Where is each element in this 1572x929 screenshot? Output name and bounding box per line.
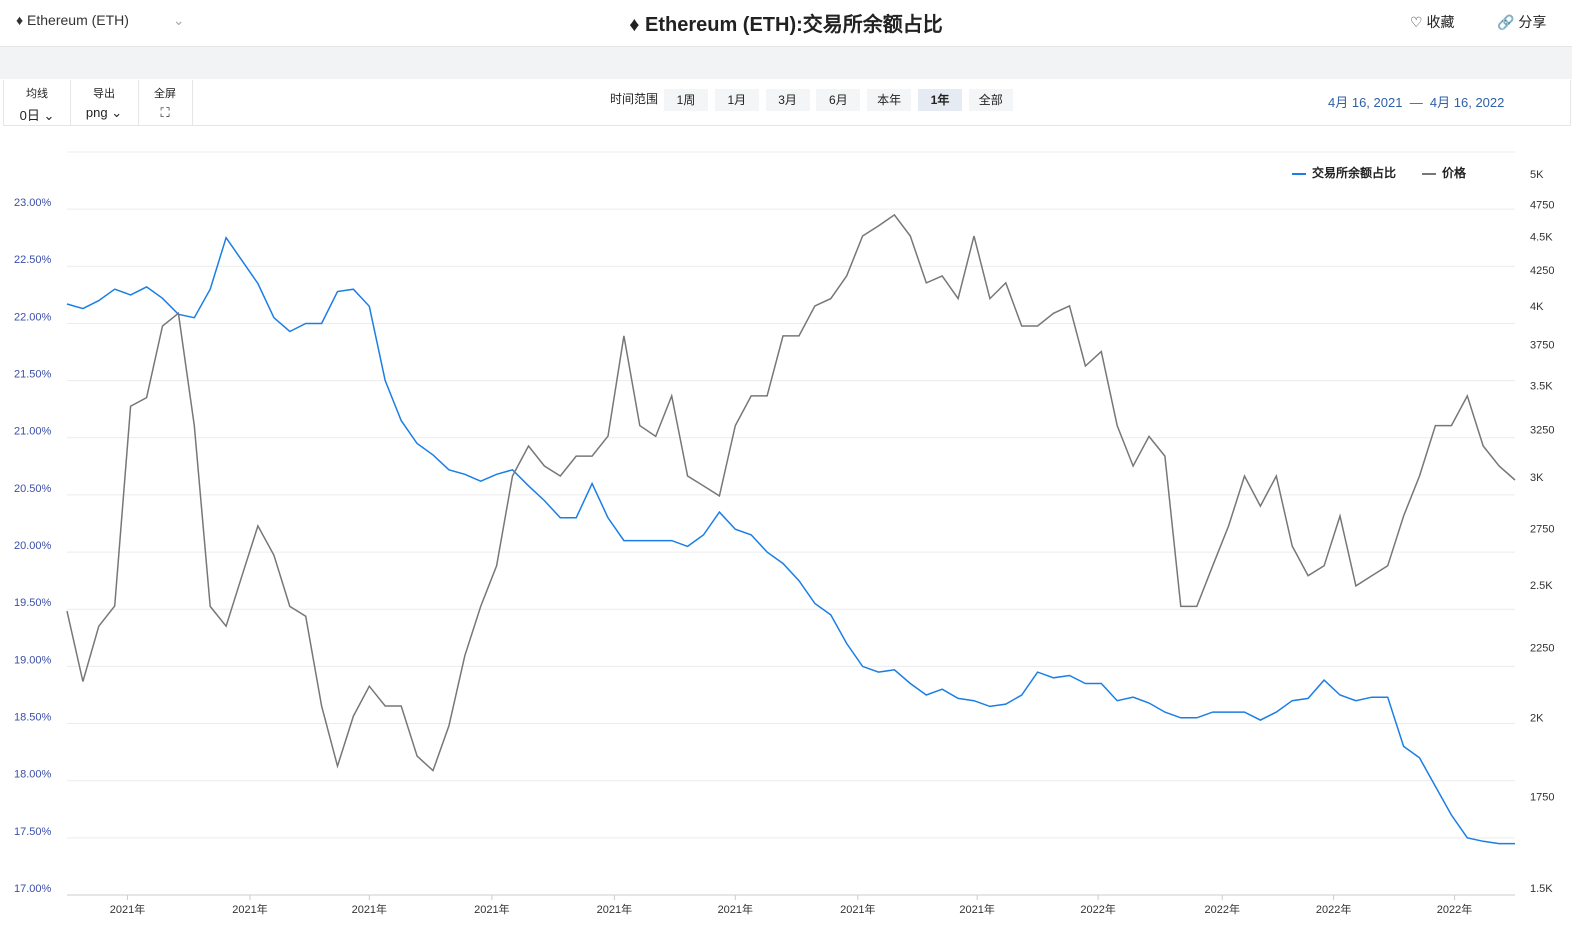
favorite-label: 收藏 <box>1426 14 1455 30</box>
y-tick-label: 19.00% <box>14 654 52 666</box>
y-tick-label: 22.50% <box>14 254 52 266</box>
series-line <box>66 213 1516 772</box>
range-button[interactable]: 1周 <box>664 89 708 111</box>
export-label: 导出 <box>93 88 115 100</box>
series-line <box>66 236 1515 845</box>
date-from: 4月 16, 2021 <box>1328 95 1403 110</box>
y2-tick-label: 3750 <box>1530 339 1554 351</box>
export-value: png <box>85 105 108 120</box>
toolbar: 均线 0日 ⌄ 导出 png ⌄ 全屏 ⛶ <box>3 80 1571 126</box>
coin-name: Ethereum (ETH) <box>27 12 129 28</box>
y-tick-label: 20.00% <box>14 540 52 552</box>
favorite-button[interactable]: ♡ 收藏 <box>1410 14 1455 30</box>
ma-value: 0日 <box>19 108 40 123</box>
y2-tick-label: 1.5K <box>1530 883 1553 895</box>
spacer <box>0 47 1572 79</box>
y-tick-label: 22.00% <box>14 311 52 323</box>
x-tick-label: 2022年 <box>1204 902 1239 916</box>
y-tick-label: 17.00% <box>14 883 52 895</box>
date-sep: — <box>1409 95 1423 110</box>
x-tick-label: 2022年 <box>1316 902 1351 916</box>
y2-tick-label: 4750 <box>1530 199 1554 211</box>
y2-tick-label: 1750 <box>1530 791 1554 803</box>
export-select[interactable]: 导出 png ⌄ <box>70 80 139 125</box>
ma-select[interactable]: 均线 0日 ⌄ <box>4 80 71 125</box>
y-tick-label: 18.00% <box>14 769 52 781</box>
share-button[interactable]: 🔗 分享 <box>1497 14 1547 30</box>
x-tick-label: 2021年 <box>110 902 145 916</box>
range-button[interactable]: 全部 <box>968 89 1013 111</box>
y2-tick-label: 2K <box>1530 712 1544 724</box>
legend-label: 价格 <box>1442 165 1467 180</box>
date-to: 4月 16, 2022 <box>1429 95 1505 110</box>
y2-tick-label: 2250 <box>1530 642 1554 654</box>
range-label: 时间范围 <box>610 92 659 106</box>
y-tick-label: 17.50% <box>14 826 52 838</box>
y2-tick-label: 3K <box>1530 472 1544 484</box>
page-title: ♦ Ethereum (ETH):交易所余额占比 <box>629 14 943 36</box>
y2-tick-label: 2.5K <box>1530 580 1553 592</box>
x-tick-label: 2022年 <box>1437 902 1472 916</box>
range-button[interactable]: 1年 <box>918 89 962 111</box>
range-button[interactable]: 本年 <box>867 89 912 111</box>
range-button[interactable]: 3月 <box>765 89 810 111</box>
x-tick-label: 2022年 <box>1080 902 1115 916</box>
x-tick-label: 2021年 <box>474 902 509 916</box>
y2-tick-label: 4.5K <box>1530 231 1553 243</box>
y-tick-label: 18.50% <box>14 711 52 723</box>
share-label: 分享 <box>1518 14 1547 30</box>
y-tick-label: 19.50% <box>14 597 52 609</box>
x-tick-label: 2021年 <box>959 902 994 916</box>
y-tick-label: 20.50% <box>14 483 52 495</box>
title-text: Ethereum (ETH):交易所余额占比 <box>644 14 943 36</box>
x-tick-label: 2021年 <box>232 902 267 916</box>
y2-tick-label: 5K <box>1530 169 1544 181</box>
x-tick-label: 2021年 <box>840 902 875 916</box>
x-tick-label: 2021年 <box>718 902 753 916</box>
x-tick-label: 2021年 <box>597 902 632 916</box>
fullscreen-label: 全屏 <box>154 88 176 100</box>
coin-select[interactable]: ♦ Ethereum (ETH) ⌄ <box>16 12 185 28</box>
y-tick-label: 23.00% <box>14 197 52 209</box>
legend-label: 交易所余额占比 <box>1312 165 1396 180</box>
range-button[interactable]: 1月 <box>714 89 759 111</box>
x-tick-label: 2021年 <box>352 902 387 916</box>
fullscreen-button[interactable]: 全屏 ⛶ <box>138 80 193 125</box>
y2-tick-label: 3250 <box>1530 424 1554 436</box>
date-range[interactable]: 4月 16, 2021 — 4月 16, 2022 <box>1328 92 1504 111</box>
y-tick-label: 21.00% <box>14 426 52 438</box>
y2-tick-label: 4250 <box>1530 265 1554 277</box>
y-tick-label: 21.50% <box>14 369 52 381</box>
y2-tick-label: 2750 <box>1530 523 1554 535</box>
header: ♦ Ethereum (ETH) ⌄ ♦ Ethereum (ETH):交易所余… <box>0 0 1572 47</box>
y2-tick-label: 4K <box>1530 301 1544 313</box>
ma-label: 均线 <box>26 88 48 100</box>
range-button[interactable]: 6月 <box>816 89 861 111</box>
y2-tick-label: 3.5K <box>1530 380 1553 392</box>
